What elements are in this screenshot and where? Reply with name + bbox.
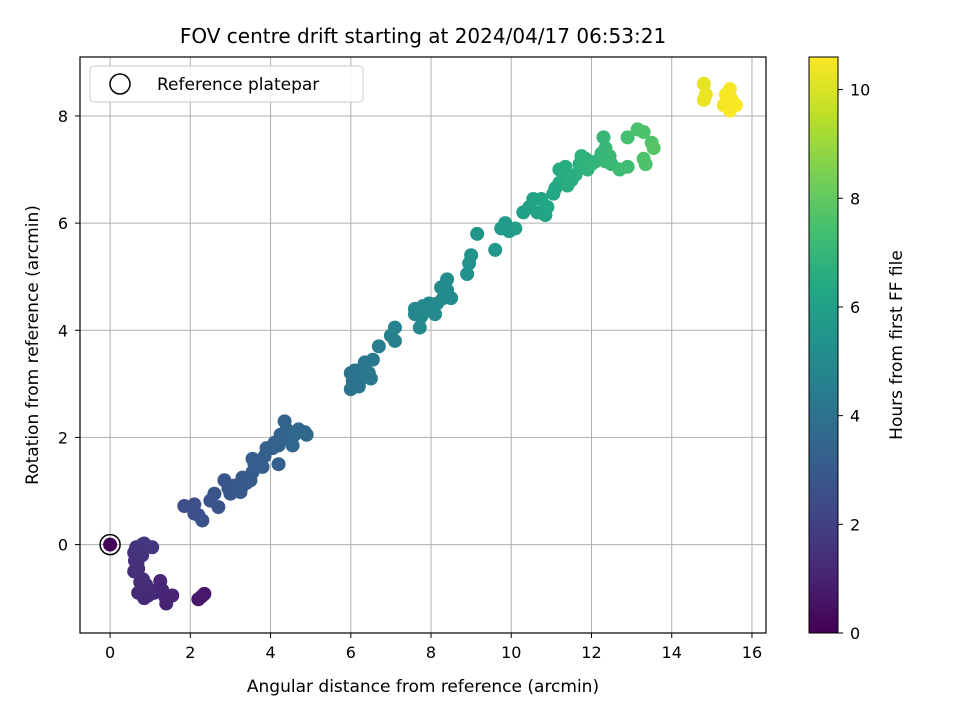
scatter-point (351, 379, 366, 394)
scatter-point (143, 583, 158, 598)
colorbar-tick-label: 10 (850, 81, 870, 100)
x-tick-label: 10 (501, 643, 521, 662)
scatter-point (277, 414, 292, 429)
x-tick-label: 12 (581, 643, 601, 662)
scatter-point (444, 291, 459, 306)
reference-marker (99, 533, 121, 556)
scatter-point (720, 95, 735, 110)
scatter-point (207, 486, 222, 501)
colorbar-tick-label: 2 (850, 515, 860, 534)
scatter-point (271, 457, 286, 472)
x-axis-label: Angular distance from reference (arcmin) (247, 677, 599, 697)
scatter-point (194, 589, 209, 604)
scatter-point (508, 221, 523, 236)
legend: Reference platepar (89, 65, 364, 103)
scatter-point (103, 537, 118, 552)
scatter-point (540, 200, 555, 215)
colorbar-tick-label: 0 (850, 624, 860, 643)
x-tick-label: 0 (105, 643, 115, 662)
y-tick-label: 6 (58, 214, 68, 233)
scatter-point (460, 267, 475, 282)
scatter-point (195, 513, 210, 528)
scatter-point (412, 320, 427, 335)
colorbar-ticks: 0 2 4 6 8 10 (838, 81, 870, 643)
scatter-point (285, 438, 300, 453)
scatter-point (235, 478, 250, 493)
x-tick-label: 2 (185, 643, 195, 662)
x-axis-ticks: 0 2 4 6 8 10 12 14 16 (105, 633, 762, 662)
y-tick-label: 8 (58, 107, 68, 126)
scatter-points (103, 76, 743, 611)
scatter-point (470, 226, 485, 241)
scatter-point (620, 159, 635, 174)
colorbar-tick-label: 4 (850, 407, 860, 426)
scatter-point (130, 556, 145, 571)
scatter-point (387, 320, 402, 335)
scatter-point (636, 125, 651, 140)
chart-title: FOV centre drift starting at 2024/04/17 … (180, 24, 666, 48)
colorbar-label: Hours from first FF file (887, 250, 907, 440)
grid-lines (80, 57, 766, 633)
scatter-point (596, 130, 611, 145)
scatter-point (646, 141, 661, 156)
x-tick-label: 16 (742, 643, 762, 662)
colorbar-gradient (808, 56, 839, 634)
y-axis-label: Rotation from reference (arcmin) (23, 205, 43, 485)
reference-platepar-marker (99, 533, 121, 556)
x-tick-label: 14 (662, 643, 682, 662)
scatter-point (137, 536, 152, 551)
scatter-point (371, 339, 386, 354)
colorbar: 0 2 4 6 8 10 Hours from first FF file (808, 56, 907, 643)
y-tick-label: 2 (58, 428, 68, 447)
scatter-point (620, 130, 635, 145)
y-tick-label: 4 (58, 321, 68, 340)
plot-frame (79, 56, 767, 634)
scatter-point (488, 242, 503, 257)
scatter-point (698, 87, 713, 102)
scatter-point (440, 272, 455, 287)
scatter-point (387, 333, 402, 348)
x-tick-label: 4 (265, 643, 275, 662)
scatter-point (568, 167, 583, 182)
scatter-point (363, 371, 378, 386)
scatter-point (299, 427, 314, 442)
legend-box (89, 65, 364, 103)
colorbar-tick-label: 6 (850, 298, 860, 317)
legend-marker (109, 73, 131, 95)
scatter-point (365, 352, 380, 367)
x-tick-label: 8 (426, 643, 436, 662)
scatter-point (464, 248, 479, 263)
scatter-point (558, 159, 573, 174)
colorbar-tick-label: 8 (850, 189, 860, 208)
scatter-point (255, 459, 270, 474)
scatter-point (638, 157, 653, 172)
y-axis-ticks: 0 2 4 6 8 (58, 107, 80, 555)
x-tick-label: 6 (346, 643, 356, 662)
scatter-point (428, 307, 443, 322)
scatter-point (722, 82, 737, 97)
y-tick-label: 0 (58, 536, 68, 555)
scatter-point (696, 76, 711, 91)
legend-entry-reference-platepar: Reference platepar (157, 75, 319, 95)
